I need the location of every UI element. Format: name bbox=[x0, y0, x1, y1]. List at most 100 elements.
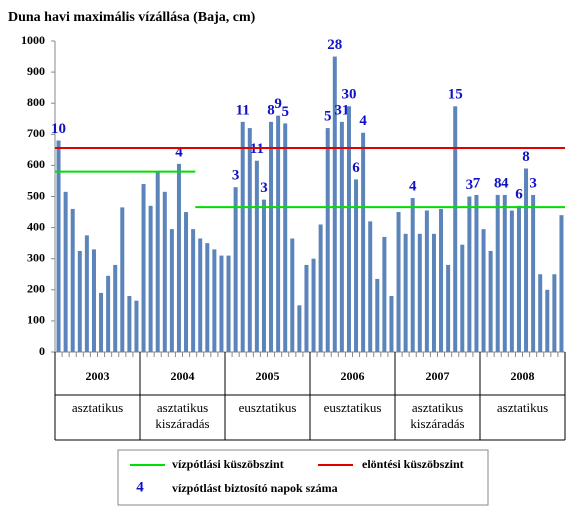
bar bbox=[176, 163, 181, 352]
bar bbox=[304, 264, 309, 352]
day-count-label: 8 bbox=[267, 102, 275, 118]
period-label: asztatikus bbox=[157, 400, 208, 415]
bar bbox=[346, 106, 351, 352]
period-label: asztatikus bbox=[72, 400, 123, 415]
bar bbox=[184, 212, 189, 352]
bar bbox=[162, 191, 167, 352]
day-count-label: 31 bbox=[334, 102, 349, 118]
day-count-label: 6 bbox=[352, 160, 360, 176]
bar bbox=[205, 243, 210, 352]
day-count-label: 15 bbox=[448, 87, 463, 103]
bar bbox=[339, 121, 344, 352]
day-count-label: 4 bbox=[501, 175, 509, 191]
year-label: 2003 bbox=[86, 369, 110, 383]
y-tick-label: 400 bbox=[27, 219, 45, 233]
year-label: 2004 bbox=[171, 369, 195, 383]
day-count-label: 11 bbox=[250, 141, 264, 157]
day-count-label: 4 bbox=[409, 178, 417, 194]
bar bbox=[446, 264, 451, 352]
bar bbox=[283, 123, 288, 352]
legend-label: elöntési küszöbszint bbox=[362, 457, 464, 471]
bar bbox=[495, 194, 500, 352]
bar bbox=[460, 244, 465, 352]
bar bbox=[361, 132, 366, 352]
y-tick-label: 100 bbox=[27, 313, 45, 327]
bar bbox=[290, 238, 295, 352]
bar bbox=[488, 250, 493, 352]
bar bbox=[254, 160, 259, 352]
legend-sample: 4 bbox=[136, 479, 144, 495]
bar bbox=[375, 278, 380, 352]
day-count-label: 10 bbox=[51, 121, 66, 137]
y-tick-label: 200 bbox=[27, 282, 45, 296]
bar bbox=[134, 300, 139, 352]
bar bbox=[431, 233, 436, 352]
day-count-label: 3 bbox=[466, 177, 474, 193]
bar bbox=[141, 184, 146, 352]
day-count-label: 3 bbox=[232, 168, 240, 184]
legend-label: vízpótlást biztosító napok száma bbox=[172, 481, 338, 495]
year-label: 2008 bbox=[511, 369, 535, 383]
day-count-label: 4 bbox=[359, 113, 367, 129]
bar bbox=[77, 250, 82, 352]
bar bbox=[106, 275, 111, 352]
period-label: kiszáradás bbox=[410, 416, 464, 431]
legend-box bbox=[117, 449, 489, 506]
bar bbox=[559, 215, 564, 352]
period-label: asztatikus bbox=[412, 400, 463, 415]
y-tick-label: 300 bbox=[27, 250, 45, 264]
bar bbox=[396, 212, 401, 352]
bar bbox=[417, 233, 422, 352]
bar bbox=[318, 224, 323, 352]
bar bbox=[155, 171, 160, 352]
bar bbox=[56, 140, 61, 352]
bar bbox=[424, 210, 429, 352]
bar bbox=[269, 121, 274, 352]
y-tick-label: 900 bbox=[27, 64, 45, 78]
bar bbox=[99, 292, 104, 352]
period-label: eusztatikus bbox=[324, 400, 382, 415]
day-count-label: 5 bbox=[281, 104, 289, 120]
day-count-label: 8 bbox=[522, 149, 530, 165]
chart-title: Duna havi maximális vízállása (Baja, cm) bbox=[8, 10, 256, 25]
bar bbox=[325, 128, 330, 352]
day-count-label: 5 bbox=[324, 109, 332, 125]
bar bbox=[297, 305, 302, 352]
bar bbox=[261, 199, 266, 352]
bar bbox=[198, 238, 203, 352]
period-label: eusztatikus bbox=[239, 400, 297, 415]
bar bbox=[84, 235, 89, 352]
y-tick-label: 0 bbox=[39, 344, 45, 358]
bar bbox=[120, 207, 125, 352]
period-label: asztatikus bbox=[497, 400, 548, 415]
bar bbox=[481, 229, 486, 352]
bar bbox=[219, 255, 224, 352]
bar bbox=[332, 56, 337, 353]
y-tick-label: 800 bbox=[27, 95, 45, 109]
period-label: kiszáradás bbox=[155, 416, 209, 431]
bar bbox=[91, 249, 96, 352]
bar bbox=[169, 229, 174, 352]
year-label: 2007 bbox=[426, 369, 450, 383]
day-count-label: 3 bbox=[529, 175, 537, 191]
bar bbox=[191, 229, 196, 352]
bar bbox=[531, 194, 536, 352]
bar bbox=[247, 128, 252, 352]
day-count-label: 3 bbox=[260, 180, 268, 196]
day-count-label: 4 bbox=[175, 144, 183, 160]
y-tick-label: 700 bbox=[27, 126, 45, 140]
day-count-label: 11 bbox=[236, 102, 250, 118]
bar bbox=[70, 208, 75, 352]
bar bbox=[403, 233, 408, 352]
bar bbox=[516, 205, 521, 352]
bar bbox=[545, 289, 550, 352]
y-tick-label: 1000 bbox=[21, 33, 45, 47]
bar bbox=[467, 196, 472, 352]
bar bbox=[552, 274, 557, 352]
bar bbox=[212, 249, 217, 352]
bar bbox=[148, 205, 153, 352]
bar bbox=[502, 194, 507, 352]
bar bbox=[368, 221, 373, 352]
legend-label: vízpótlási küszöbszint bbox=[172, 457, 284, 471]
bar bbox=[127, 296, 132, 352]
